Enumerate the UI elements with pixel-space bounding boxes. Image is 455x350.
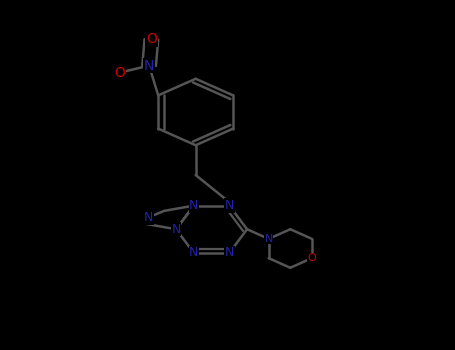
Text: N: N (144, 58, 154, 73)
Text: O: O (146, 33, 157, 46)
Text: O: O (114, 66, 125, 80)
Text: N: N (172, 223, 181, 236)
Text: N: N (225, 246, 234, 259)
Text: N: N (189, 246, 198, 259)
Text: N: N (189, 199, 198, 212)
Text: N: N (264, 234, 273, 244)
Text: O: O (308, 253, 316, 263)
Text: N: N (225, 199, 234, 212)
Text: N: N (144, 211, 153, 224)
